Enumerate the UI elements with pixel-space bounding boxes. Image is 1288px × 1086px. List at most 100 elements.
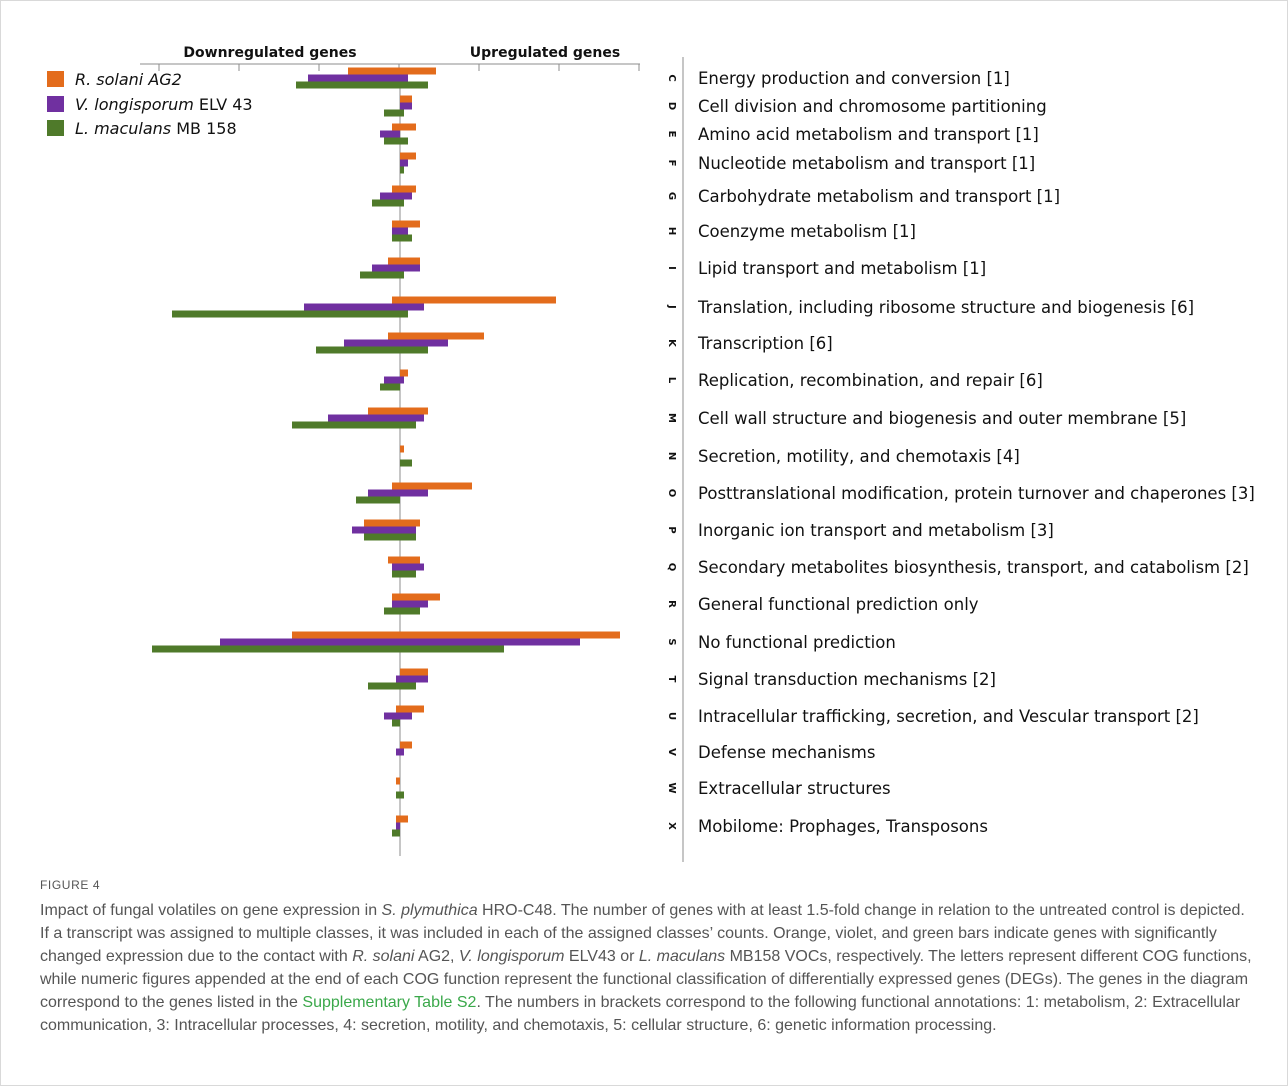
bar-x-series-2 <box>396 822 400 830</box>
bar-c-series-2 <box>308 74 408 82</box>
legend: R. solani AG2 V. longisporum ELV 43 L. mac… <box>47 70 253 138</box>
caption-segment: . The numbers in brackets correspond to … <box>40 994 1241 1034</box>
bar-m-series-2 <box>328 414 424 422</box>
category-label-v: Defense mechanisms <box>698 743 875 762</box>
bar-o-series-3 <box>356 496 400 504</box>
category-label-w: Extracellular structures <box>698 779 891 798</box>
category-label-g: Carbohydrate metabolism and transport [1… <box>698 187 1060 206</box>
cog-letter-p: P <box>666 526 677 533</box>
bar-d-series-1 <box>400 95 412 103</box>
labels-layer: C Energy production and conversion [1] D Ce… <box>666 69 1255 836</box>
bar-q-series-2 <box>392 563 424 571</box>
bar-o-series-1 <box>392 482 472 490</box>
category-label-d: Cell division and chromosome partitionin… <box>698 97 1047 116</box>
bar-g-series-1 <box>392 185 416 193</box>
figure-label: FIGURE 4 <box>40 878 101 892</box>
bar-e-series-1 <box>392 123 416 131</box>
bar-p-series-3 <box>364 533 416 541</box>
bar-u-series-1 <box>396 705 424 713</box>
category-label-f: Nucleotide metabolism and transport [1] <box>698 154 1035 173</box>
figure-caption: Impact of fungal volatiles on gene expre… <box>40 899 1255 1037</box>
bar-l-series-3 <box>380 383 400 391</box>
bar-o-series-2 <box>368 489 428 497</box>
cog-letter-x: X <box>666 822 677 830</box>
legend-label-3: L. maculans MB 158 <box>75 119 237 138</box>
caption-segment: L. maculans <box>638 948 726 965</box>
cog-letter-m: M <box>666 413 677 423</box>
bar-u-series-2 <box>384 712 412 720</box>
cog-letter-c: C <box>666 74 677 81</box>
category-label-x: Mobilome: Prophages, Transposons <box>698 817 988 836</box>
cog-letter-i: I <box>666 266 677 270</box>
bar-w-series-3 <box>396 791 404 799</box>
bar-s-series-1 <box>292 631 620 639</box>
bar-t-series-2 <box>396 675 428 683</box>
bar-n-series-3 <box>400 459 412 467</box>
cog-letter-j: J <box>666 304 677 309</box>
category-label-o: Posttranslational modification, protein … <box>698 484 1255 503</box>
bar-d-series-3 <box>384 109 404 117</box>
bar-l-series-1 <box>400 369 408 377</box>
bar-h-series-2 <box>392 227 408 235</box>
bar-n-series-1 <box>400 445 404 453</box>
legend-label-1: R. solani AG2 <box>75 70 182 89</box>
cog-letter-n: N <box>666 452 677 460</box>
legend-swatch-1 <box>47 71 64 87</box>
category-label-m: Cell wall structure and biogenesis and o… <box>698 409 1186 428</box>
legend-label-2: V. longisporum ELV 43 <box>75 95 253 114</box>
bar-i-series-1 <box>388 257 420 265</box>
category-label-i: Lipid transport and metabolism [1] <box>698 259 986 278</box>
bar-j-series-1 <box>392 296 556 304</box>
bar-e-series-2 <box>380 130 400 138</box>
caption-segment: Impact of fungal volatiles on gene expre… <box>40 902 382 919</box>
bars-layer <box>152 67 620 837</box>
bar-c-series-1 <box>348 67 436 75</box>
cog-letter-u: U <box>666 712 677 720</box>
bar-j-series-2 <box>304 303 424 311</box>
category-label-k: Transcription [6] <box>697 334 833 353</box>
legend-swatch-3 <box>47 120 64 136</box>
bar-r-series-2 <box>392 600 428 608</box>
bar-q-series-3 <box>392 570 416 578</box>
bar-c-series-3 <box>296 81 428 89</box>
caption-segment: AG2, <box>414 948 459 965</box>
cog-letter-l: L <box>666 377 677 384</box>
category-label-j: Translation, including ribosome structur… <box>697 298 1194 317</box>
supplementary-table-link[interactable]: Supplementary Table S2 <box>302 994 477 1011</box>
cog-letter-o: O <box>666 489 677 498</box>
cog-letter-e: E <box>666 131 677 138</box>
caption-segment: V. longisporum <box>458 948 565 965</box>
cog-letter-r: R <box>666 600 677 608</box>
caption-segment: R. solani <box>352 948 415 965</box>
cog-letter-s: S <box>666 638 677 645</box>
category-label-s: No functional prediction <box>698 633 896 652</box>
category-label-e: Amino acid metabolism and transport [1] <box>698 125 1039 144</box>
bar-r-series-1 <box>392 593 440 601</box>
category-label-u: Intracellular trafficking, secretion, an… <box>698 707 1199 726</box>
bar-j-series-3 <box>172 310 408 318</box>
caption-segment: ELV43 or <box>564 948 639 965</box>
bar-v-series-2 <box>396 748 404 756</box>
category-label-t: Signal transduction mechanisms [2] <box>698 670 996 689</box>
bar-e-series-3 <box>384 137 408 145</box>
category-label-c: Energy production and conversion [1] <box>698 69 1010 88</box>
category-label-h: Coenzyme metabolism [1] <box>698 222 916 241</box>
category-label-p: Inorganic ion transport and metabolism [… <box>698 521 1054 540</box>
bar-q-series-1 <box>388 556 420 564</box>
bar-h-series-1 <box>392 220 420 228</box>
cog-letter-k: K <box>666 339 677 348</box>
downregulated-heading: Downregulated genes <box>183 45 356 61</box>
cog-letter-f: F <box>666 160 677 167</box>
bar-p-series-2 <box>352 526 416 534</box>
caption-segment: S. plymuthica <box>381 902 478 919</box>
bar-h-series-3 <box>392 234 412 242</box>
category-label-n: Secretion, motility, and chemotaxis [4] <box>698 447 1020 466</box>
category-label-r: General functional prediction only <box>698 595 979 614</box>
cog-letter-w: W <box>666 782 677 793</box>
upregulated-heading: Upregulated genes <box>470 45 620 61</box>
cog-letter-g: G <box>666 192 677 200</box>
bar-f-series-1 <box>400 152 416 160</box>
bar-f-series-2 <box>400 159 408 167</box>
category-label-q: Secondary metabolites biosynthesis, tran… <box>698 558 1249 577</box>
caption-segment: MB158 VOCs, respectively. The letters re… <box>40 948 1252 1011</box>
